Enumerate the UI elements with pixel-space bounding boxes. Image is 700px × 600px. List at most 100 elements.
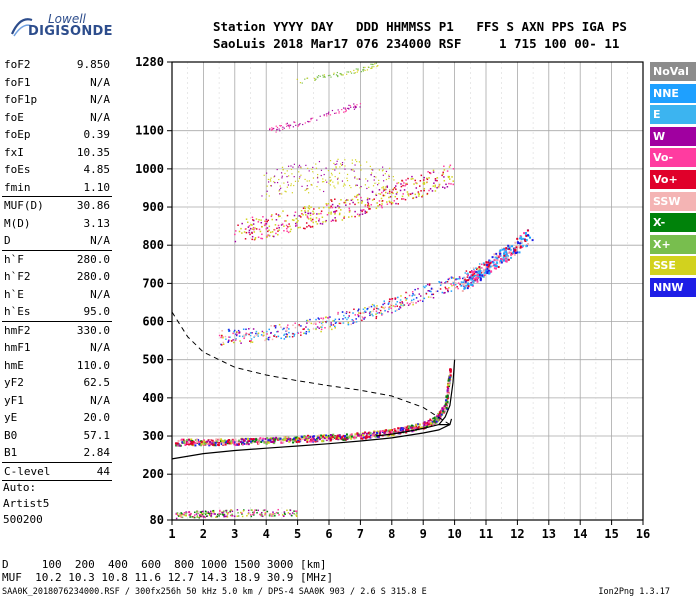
echo-point — [194, 514, 196, 516]
echo-point — [315, 438, 318, 441]
echo-point — [353, 106, 355, 108]
echo-point — [204, 441, 207, 444]
echo-point — [375, 310, 378, 312]
echo-point — [457, 282, 460, 284]
echo-point — [430, 287, 433, 290]
echo-point — [306, 185, 308, 187]
echo-point — [365, 432, 368, 435]
echo-point — [214, 441, 217, 444]
echo-point — [514, 241, 517, 244]
echo-point — [252, 223, 255, 225]
echo-point — [344, 159, 346, 161]
echo-point — [347, 199, 349, 201]
echo-point — [485, 261, 488, 264]
echo-point — [362, 316, 364, 319]
echo-traces — [174, 62, 534, 520]
echo-point — [300, 174, 302, 176]
echo-point — [285, 123, 287, 125]
echo-point — [378, 193, 380, 195]
echo-point — [388, 430, 391, 433]
echo-point — [309, 212, 312, 215]
param-value: 95.0 — [83, 305, 111, 318]
echo-point — [283, 511, 286, 513]
echo-point — [219, 509, 221, 512]
echo-point — [276, 181, 279, 184]
echo-point — [439, 281, 441, 284]
param-name: foE — [4, 110, 24, 124]
echo-point — [255, 218, 258, 220]
param-separator — [2, 461, 112, 463]
echo-point — [210, 439, 213, 442]
echo-point — [483, 263, 486, 266]
echo-point — [364, 204, 367, 206]
echo-point — [333, 325, 336, 328]
echo-point — [250, 509, 252, 511]
echo-point — [265, 218, 268, 221]
echo-point — [308, 207, 311, 210]
echo-point — [378, 200, 381, 202]
echo-point — [332, 168, 334, 170]
echo-point — [426, 421, 429, 424]
echo-point — [353, 108, 356, 110]
echo-point — [413, 294, 415, 296]
echo-point — [319, 75, 321, 77]
echo-point — [360, 437, 363, 440]
echo-point — [274, 175, 276, 177]
echo-point — [390, 201, 393, 204]
echo-point — [415, 425, 418, 428]
echo-point — [427, 296, 430, 298]
echo-point — [272, 515, 274, 517]
echo-point — [357, 314, 360, 317]
echo-point — [267, 439, 270, 442]
echo-point — [461, 289, 464, 292]
echo-point — [472, 281, 475, 284]
echo-point — [230, 514, 233, 517]
echo-point — [267, 338, 270, 341]
echo-point — [321, 437, 324, 440]
echo-point — [352, 201, 354, 204]
echo-point — [437, 186, 440, 188]
echo-point — [293, 176, 295, 178]
echo-point — [261, 515, 264, 518]
echo-point — [403, 304, 406, 306]
echo-point — [229, 440, 232, 443]
echo-point — [265, 193, 268, 195]
echo-point — [477, 272, 480, 275]
echo-point — [417, 423, 420, 426]
echo-point — [443, 179, 446, 182]
echo-point — [182, 440, 185, 443]
echo-point — [512, 250, 515, 253]
echo-point — [315, 217, 318, 219]
echo-point — [268, 234, 270, 237]
echo-point — [229, 511, 232, 513]
echo-point — [196, 511, 198, 513]
echo-point — [340, 199, 342, 201]
echo-point — [390, 303, 393, 306]
echo-point — [300, 334, 302, 336]
echo-point — [274, 515, 276, 517]
echo-point — [320, 330, 322, 333]
echo-point — [415, 182, 417, 184]
echo-point — [426, 425, 429, 428]
echo-point — [238, 335, 241, 337]
echo-point — [210, 513, 213, 516]
echo-point — [345, 204, 347, 206]
echo-point — [288, 335, 291, 338]
echo-point — [275, 125, 277, 127]
echo-point — [271, 129, 273, 131]
echo-point — [348, 211, 351, 213]
echo-point — [262, 331, 265, 334]
echo-point — [236, 515, 239, 517]
echo-point — [270, 177, 272, 179]
echo-point — [289, 439, 292, 442]
echo-point — [430, 424, 433, 427]
echo-point — [294, 326, 297, 329]
param-row: M(D) 3.13 — [2, 215, 112, 233]
echo-point — [356, 160, 358, 163]
echo-point — [473, 268, 475, 271]
echo-point — [349, 434, 352, 437]
echo-point — [506, 258, 509, 261]
param-name: yF1 — [4, 393, 24, 407]
echo-point — [450, 277, 453, 279]
echo-point — [502, 256, 505, 259]
